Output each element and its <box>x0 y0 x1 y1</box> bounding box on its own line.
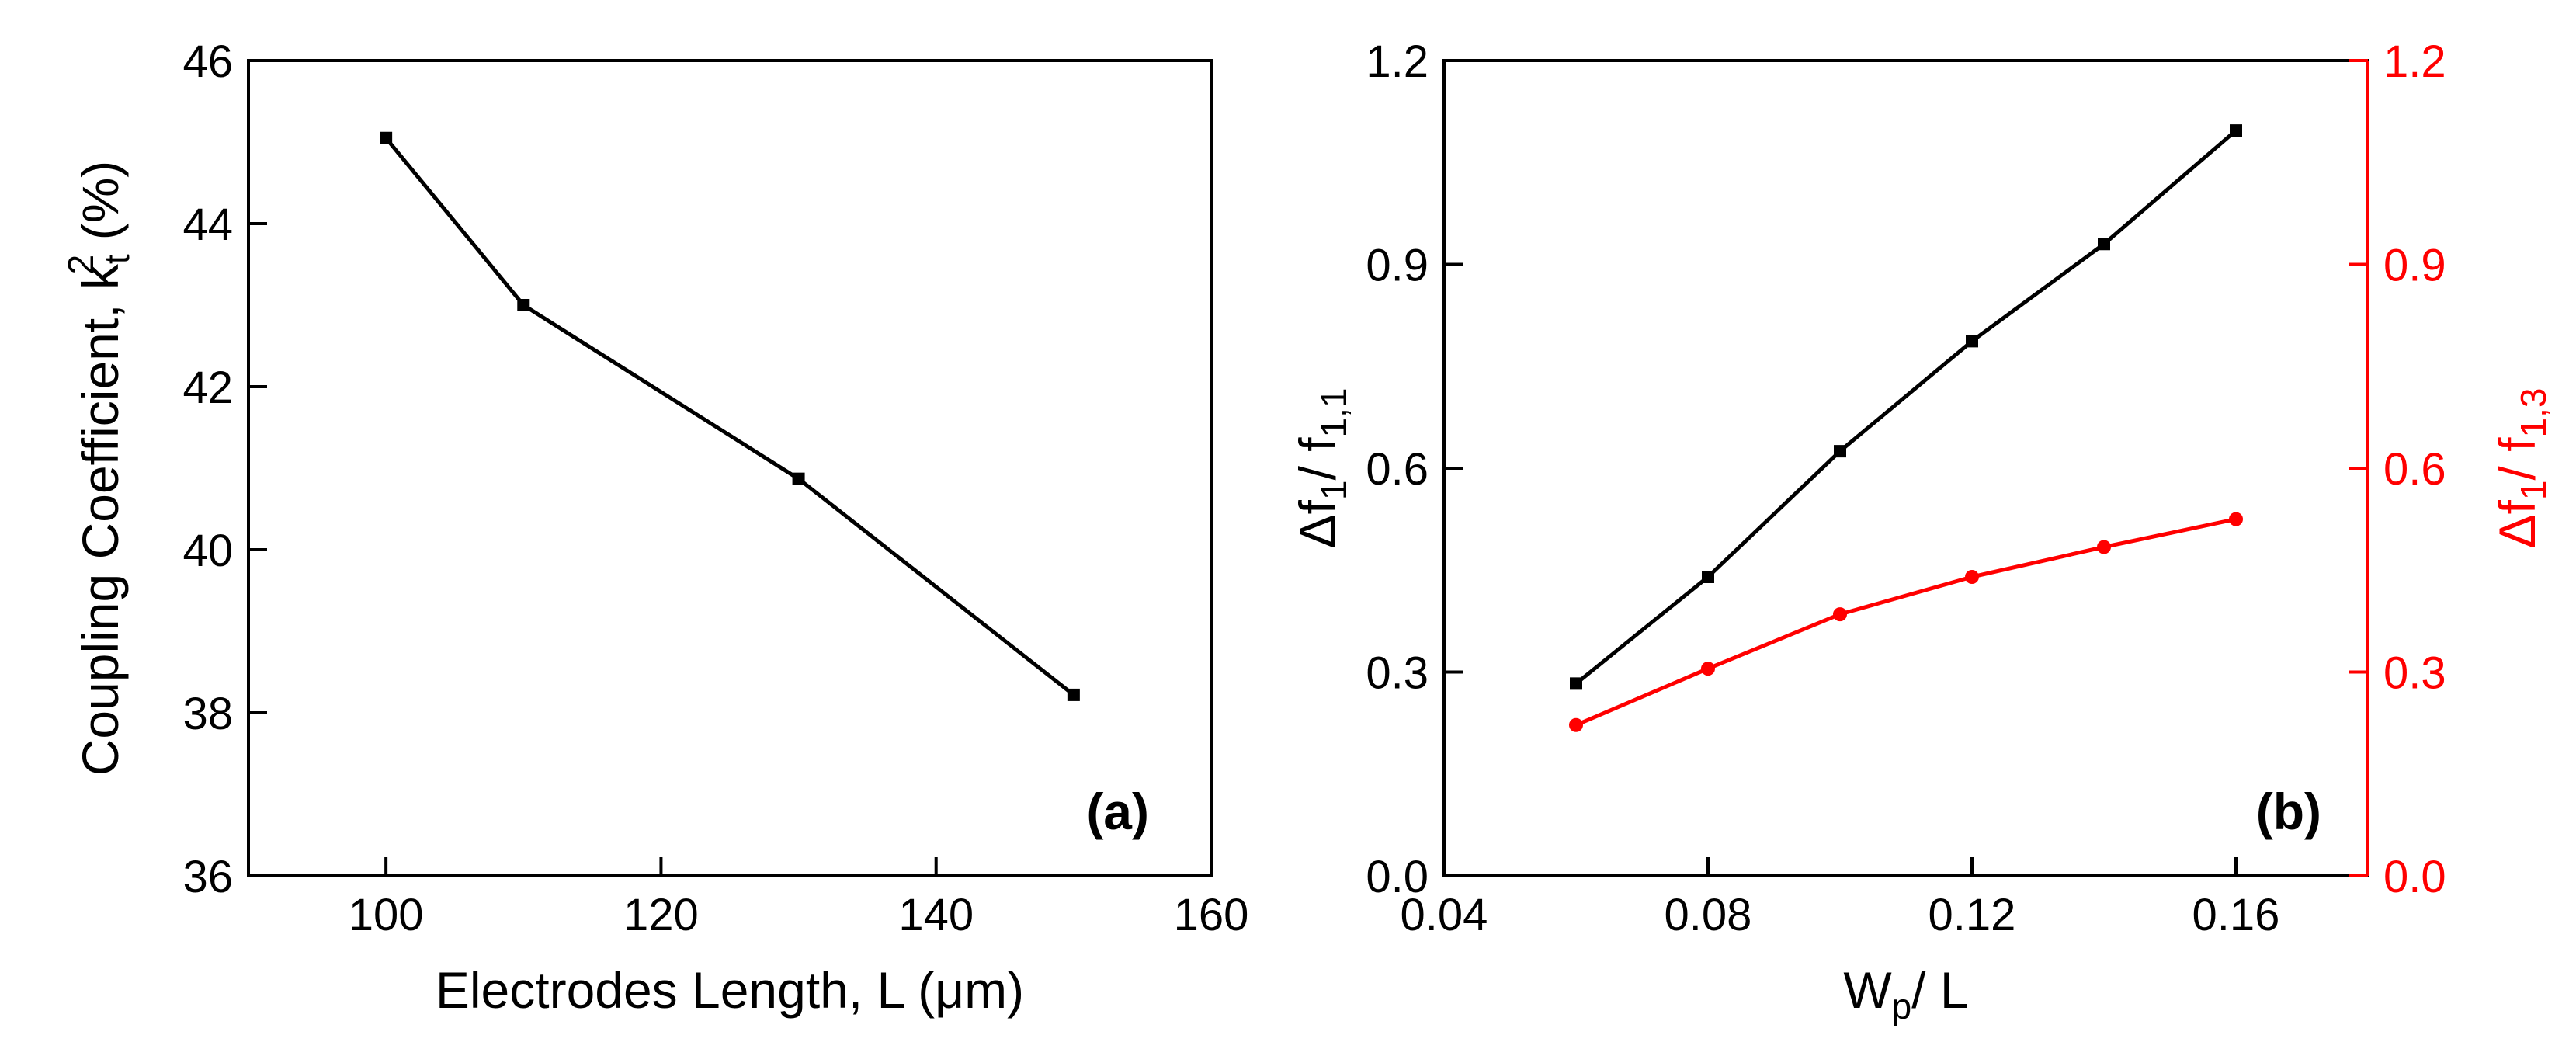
panel-b-series-red-point <box>1701 662 1715 676</box>
panel-b-x-tick-label: 0.12 <box>1929 890 2016 940</box>
panel-b-right-y-tick-label: 0.9 <box>2383 240 2446 290</box>
panel-a-x-ticks: 100 120 140 160 <box>349 857 1249 940</box>
panel-a-y-tick-label: 46 <box>182 36 233 87</box>
panel-a-y-tick-label: 44 <box>182 200 233 250</box>
panel-b-x-ticks: 0.04 0.08 0.12 0.16 <box>1401 857 2280 940</box>
panel-b-x-tick-label: 0.04 <box>1401 890 1488 940</box>
panel-b-series-red-point <box>1569 717 1583 732</box>
panel-a: 100 120 140 160 36 38 40 42 44 46 (a) Electrodes… <box>61 36 1248 1019</box>
panel-b-left-y-tick-label: 0.0 <box>1366 852 1429 902</box>
panel-b-plot-frame <box>1442 59 2369 877</box>
panel-a-x-axis-title: Electrodes Length, L (μm) <box>436 961 1024 1019</box>
panel-a-x-tick-label: 120 <box>623 890 699 940</box>
panel-b-right-y-tick-label: 0.3 <box>2383 648 2446 698</box>
panel-b-left-y-tick-label: 0.9 <box>1366 240 1429 290</box>
panel-b-left-y-tick-label: 0.6 <box>1366 444 1429 495</box>
panel-b-series-red-point <box>1833 607 1847 622</box>
panel-b-x-axis-title-tail: / L <box>1911 961 1968 1019</box>
panel-b-right-y-tick-label: 1.2 <box>2383 36 2446 87</box>
panel-b-right-y-tick-label: 0.0 <box>2383 852 2446 902</box>
panel-b-series-black-point <box>2098 238 2110 251</box>
panel-a-y-tick-label: 40 <box>182 526 233 576</box>
panel-a-y-axis-title-sub: t <box>96 254 137 264</box>
panel-a-series-point <box>1067 688 1080 701</box>
panel-b-label: (b) <box>2256 783 2321 840</box>
panel-a-x-tick-label: 160 <box>1174 890 1249 940</box>
panel-b-right-y-title-delta: Δf <box>2488 499 2546 548</box>
panel-b-left-y-title-mid: / f <box>1289 437 1346 481</box>
panel-b-series-black-point <box>1834 445 1846 458</box>
panel-a-plot-frame <box>247 59 1213 877</box>
panel-a-y-ticks: 36 38 40 42 44 46 <box>182 36 267 902</box>
panel-b-left-y-title-delta: Δf <box>1289 499 1346 548</box>
panel-b-series-black-point <box>1702 571 1714 583</box>
panel-a-series-point <box>380 131 393 144</box>
panel-b-left-y-title-sub1: 1 <box>1314 480 1354 500</box>
panel-b-left-y-ticks: 0.0 0.3 0.6 0.9 1.2 <box>1366 36 1463 902</box>
panel-b: 0.04 0.08 0.12 0.16 0.00.30.60.91.2 0.00.30… <box>1289 36 2553 1026</box>
panel-b-x-tick-label: 0.08 <box>1665 890 1752 940</box>
panel-a-y-axis-title-suffix: (%) <box>71 161 129 255</box>
panel-a-series-point <box>792 472 805 485</box>
panel-a-y-axis-title-sup: 2 <box>61 255 101 275</box>
panel-a-y-tick-label: 38 <box>182 689 233 739</box>
panel-a-y-tick-label: 36 <box>182 852 233 902</box>
panel-b-right-y-tick-label: 0.6 <box>2383 444 2446 495</box>
panel-a-label: (a) <box>1086 783 1149 840</box>
panel-b-series-black-point <box>2230 124 2242 137</box>
panel-b-x-axis-title: Wp/ L <box>1843 961 1968 1026</box>
panel-b-left-y-tick-label: 0.3 <box>1366 648 1429 698</box>
panel-b-right-y-axis-title: Δf1/ f1,3 <box>2488 388 2553 549</box>
panel-b-right-y-title-mid: / f <box>2488 437 2546 481</box>
panel-b-series-red-point <box>2097 540 2111 554</box>
panel-b-left-y-title-sub2: 1,1 <box>1314 388 1354 438</box>
panel-b-x-axis-title-main: W <box>1843 961 1892 1019</box>
panel-b-series-black-point <box>1570 677 1582 690</box>
panel-a-series-line <box>384 137 1075 696</box>
panel-a-series <box>380 131 1080 701</box>
panel-a-x-tick-label: 140 <box>898 890 974 940</box>
panel-a-y-tick-label: 42 <box>182 363 233 413</box>
panel-b-series-red-line <box>1575 517 2237 728</box>
panel-a-series-point <box>517 299 530 311</box>
panel-b-x-axis-title-sub: p <box>1892 986 1912 1026</box>
panel-b-right-y-ticks: 0.0 0.3 0.6 0.9 1.2 <box>2349 36 2446 902</box>
panel-b-right-y-title-sub1: 1 <box>2513 480 2553 500</box>
panel-a-y-axis-title: Coupling Coefficient, kt2 (%) <box>61 161 137 776</box>
panel-b-series <box>1569 124 2243 732</box>
panel-b-series-black-point <box>1966 335 1978 348</box>
panel-b-series-red-point <box>2229 512 2243 526</box>
panel-a-y-axis-title-main: Coupling Coefficient, k <box>71 263 129 776</box>
panel-b-x-tick-label: 0.16 <box>2192 890 2280 940</box>
panel-b-right-y-title-sub2: 1,3 <box>2513 388 2553 438</box>
panel-b-series-black-line <box>1574 129 2238 686</box>
panel-b-series-red-point <box>1965 570 1979 584</box>
panel-b-left-y-axis-title: Δf1/ f1,1 <box>1289 388 1354 549</box>
panel-b-left-y-tick-label: 1.2 <box>1366 36 1429 87</box>
panel-a-x-tick-label: 100 <box>349 890 424 940</box>
